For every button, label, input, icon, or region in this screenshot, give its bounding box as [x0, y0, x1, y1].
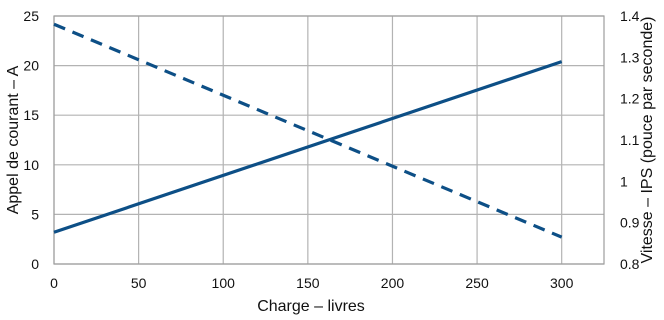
- y2-tick-label: 1.2: [620, 91, 640, 107]
- y-axis-title: Appel de courant – A: [5, 65, 22, 214]
- y2-tick-label: 1.4: [620, 8, 640, 24]
- y2-axis-title: Vitesse – IPS (pouce par seconde): [639, 17, 656, 264]
- y2-tick-label: 1.3: [620, 49, 640, 65]
- y-tick-label: 0: [31, 256, 39, 272]
- series-layer: [53, 22, 563, 239]
- y-tick-label: 20: [23, 58, 39, 74]
- y2-tick-label: 0.8: [620, 256, 640, 272]
- tick-layer: 0 50 100 150 200 250 300 0 5 10 15 20 25 0.8 0.9 1 1.1 1.…: [23, 8, 639, 291]
- x-tick-label: 200: [381, 275, 405, 291]
- series-line-0: [53, 60, 563, 234]
- x-tick-label: 50: [131, 275, 147, 291]
- x-tick-label: 0: [50, 275, 58, 291]
- x-tick-label: 150: [296, 275, 320, 291]
- series-line-1: [53, 22, 563, 239]
- y2-tick-label: 1.1: [620, 132, 640, 148]
- x-tick-label: 100: [212, 275, 236, 291]
- y2-tick-label: 0.9: [620, 215, 640, 231]
- x-tick-label: 250: [465, 275, 489, 291]
- plot-border: [53, 15, 605, 265]
- y-tick-label: 15: [23, 107, 39, 123]
- y-tick-label: 25: [23, 8, 39, 24]
- y2-tick-label: 1: [620, 173, 628, 189]
- y-tick-label: 10: [23, 157, 39, 173]
- x-axis-title: Charge – livres: [257, 298, 365, 315]
- y-tick-label: 5: [31, 206, 39, 222]
- x-tick-label: 300: [550, 275, 574, 291]
- plot-frame: [53, 15, 605, 265]
